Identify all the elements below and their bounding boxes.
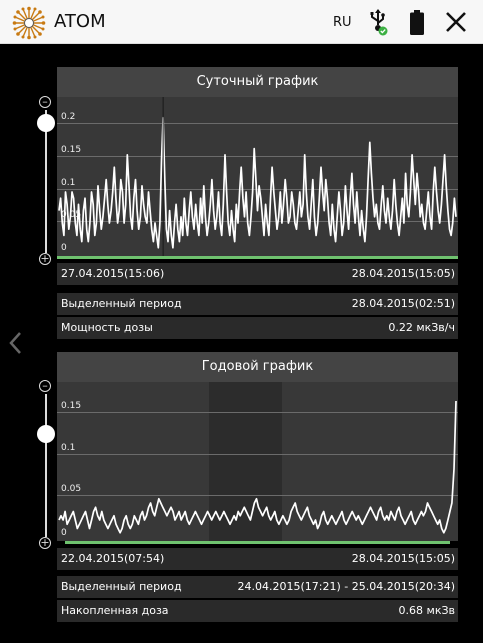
- dose-rate-value: 0.22 мкЗв/ч: [388, 321, 455, 334]
- yearly-range-row: 22.04.2015(07:54) 28.04.2015(15:05): [57, 548, 458, 570]
- daily-zoom-out-button[interactable]: –: [39, 96, 51, 108]
- usb-connected-icon: [370, 9, 388, 36]
- gridline: [57, 156, 458, 157]
- gridline: [57, 412, 458, 413]
- daily-range-row: 27.04.2015(15:06) 28.04.2015(15:05): [57, 263, 458, 285]
- yearly-chart-title: Годовой график: [57, 352, 458, 382]
- dose-rate-row: Мощность дозы 0.22 мкЗв/ч: [57, 317, 458, 339]
- yearly-curve-svg: [58, 400, 457, 534]
- daily-chart-plot[interactable]: 0.2 0.15 0.1 0.05 0: [57, 97, 458, 256]
- close-icon[interactable]: [444, 10, 468, 34]
- gridline: [57, 189, 458, 190]
- y-tick-label: 0.05: [61, 484, 82, 494]
- daily-zoom-slider-thumb[interactable]: [37, 114, 55, 132]
- yearly-zoom-in-button[interactable]: +: [39, 536, 51, 549]
- selected-period-value: 28.04.2015(02:51): [351, 297, 455, 310]
- daily-selected-period-row: Выделенный период 28.04.2015(02:51): [57, 293, 458, 315]
- dose-rate-label: Мощность дозы: [61, 321, 153, 334]
- yearly-selected-period-row: Выделенный период 24.04.2015(17:21) - 25…: [57, 576, 458, 598]
- y-tick-label: 0.15: [61, 145, 82, 155]
- language-toggle[interactable]: RU: [333, 15, 352, 30]
- daily-zoom-in-button[interactable]: +: [39, 252, 51, 265]
- title-bar: ATOM RU: [0, 0, 483, 44]
- daily-curve-svg: [58, 97, 457, 256]
- daily-start-time: 27.04.2015(15:06): [61, 267, 165, 280]
- daily-chart-panel: Суточный график 0.2 0.15 0.1 0.05 0 27.0…: [57, 67, 458, 341]
- daily-zoom-slider-track[interactable]: [45, 110, 47, 253]
- series-line: [58, 400, 457, 534]
- daily-end-time: 28.04.2015(15:05): [351, 267, 455, 280]
- y-tick-label: 0: [61, 528, 67, 538]
- accumulated-dose-row: Накопленная доза 0.68 мкЗв: [57, 600, 458, 622]
- daily-chart-title: Суточный график: [57, 67, 458, 97]
- yearly-zoom-slider-track[interactable]: [45, 394, 47, 537]
- y-tick-label: 0.1: [61, 178, 76, 188]
- chevron-left-icon[interactable]: [6, 330, 24, 356]
- yearly-end-time: 28.04.2015(15:05): [351, 552, 455, 565]
- y-tick-label: 0: [61, 243, 67, 253]
- atom-logo-icon: [12, 6, 46, 40]
- gridline: [57, 221, 458, 222]
- selected-period-value: 24.04.2015(17:21) - 25.04.2015(20:34): [237, 580, 456, 593]
- gridline: [57, 495, 458, 496]
- gridline: [57, 454, 458, 455]
- y-tick-label: 0.15: [61, 401, 82, 411]
- accumulated-dose-value: 0.68 мкЗв: [398, 604, 455, 617]
- accumulated-dose-label: Накопленная доза: [61, 604, 169, 617]
- y-tick-label: 0.1: [61, 443, 76, 453]
- yearly-chart-panel: Годовой график 0.15 0.1 0.05 0 22.04.201…: [57, 352, 458, 622]
- yearly-zoom-out-button[interactable]: –: [39, 380, 51, 392]
- selected-period-label: Выделенный период: [61, 580, 182, 593]
- yearly-zoom-slider-thumb[interactable]: [37, 425, 55, 443]
- yearly-chart-plot[interactable]: 0.15 0.1 0.05 0: [57, 382, 458, 541]
- selected-period-highlight: [209, 382, 282, 541]
- battery-icon: [410, 10, 424, 35]
- daily-progress-bar: [57, 256, 458, 259]
- gridline: [57, 123, 458, 124]
- yearly-progress-bar: [65, 541, 451, 544]
- yearly-start-time: 22.04.2015(07:54): [61, 552, 165, 565]
- series-line: [58, 116, 457, 249]
- selected-period-label: Выделенный период: [61, 297, 182, 310]
- y-tick-label: 0.2: [61, 112, 76, 122]
- app-title: ATOM: [54, 11, 106, 32]
